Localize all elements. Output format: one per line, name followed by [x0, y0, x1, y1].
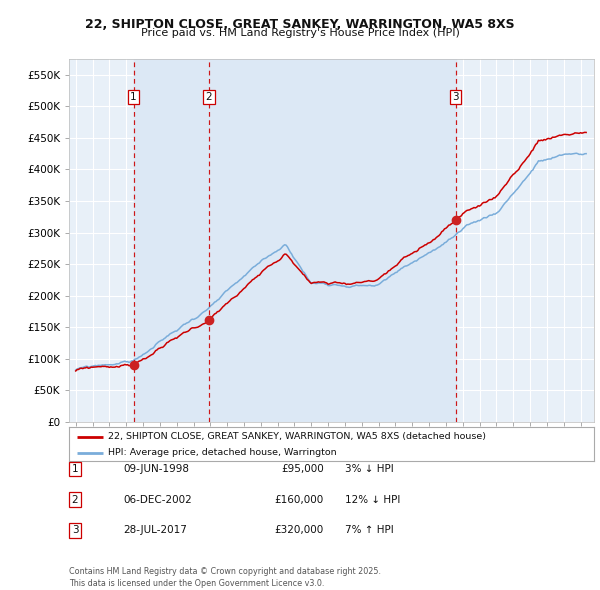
Text: 1: 1: [71, 464, 79, 474]
Text: 1: 1: [130, 92, 137, 102]
Text: 2: 2: [206, 92, 212, 102]
Text: 7% ↑ HPI: 7% ↑ HPI: [345, 526, 394, 535]
Text: £160,000: £160,000: [275, 495, 324, 504]
Text: 22, SHIPTON CLOSE, GREAT SANKEY, WARRINGTON, WA5 8XS: 22, SHIPTON CLOSE, GREAT SANKEY, WARRING…: [85, 18, 515, 31]
Bar: [134, 59, 209, 422]
Text: £95,000: £95,000: [281, 464, 324, 474]
Bar: [209, 59, 455, 422]
Text: 28-JUL-2017: 28-JUL-2017: [123, 526, 187, 535]
Text: 2: 2: [71, 495, 79, 504]
Text: Contains HM Land Registry data © Crown copyright and database right 2025.
This d: Contains HM Land Registry data © Crown c…: [69, 568, 381, 588]
Text: 06-DEC-2002: 06-DEC-2002: [123, 495, 192, 504]
Text: HPI: Average price, detached house, Warrington: HPI: Average price, detached house, Warr…: [109, 448, 337, 457]
Text: 09-JUN-1998: 09-JUN-1998: [123, 464, 189, 474]
Text: 3: 3: [71, 526, 79, 535]
Text: Price paid vs. HM Land Registry's House Price Index (HPI): Price paid vs. HM Land Registry's House …: [140, 28, 460, 38]
Text: 3: 3: [452, 92, 459, 102]
Text: 12% ↓ HPI: 12% ↓ HPI: [345, 495, 400, 504]
Text: 3% ↓ HPI: 3% ↓ HPI: [345, 464, 394, 474]
Text: £320,000: £320,000: [275, 526, 324, 535]
Text: 22, SHIPTON CLOSE, GREAT SANKEY, WARRINGTON, WA5 8XS (detached house): 22, SHIPTON CLOSE, GREAT SANKEY, WARRING…: [109, 432, 487, 441]
